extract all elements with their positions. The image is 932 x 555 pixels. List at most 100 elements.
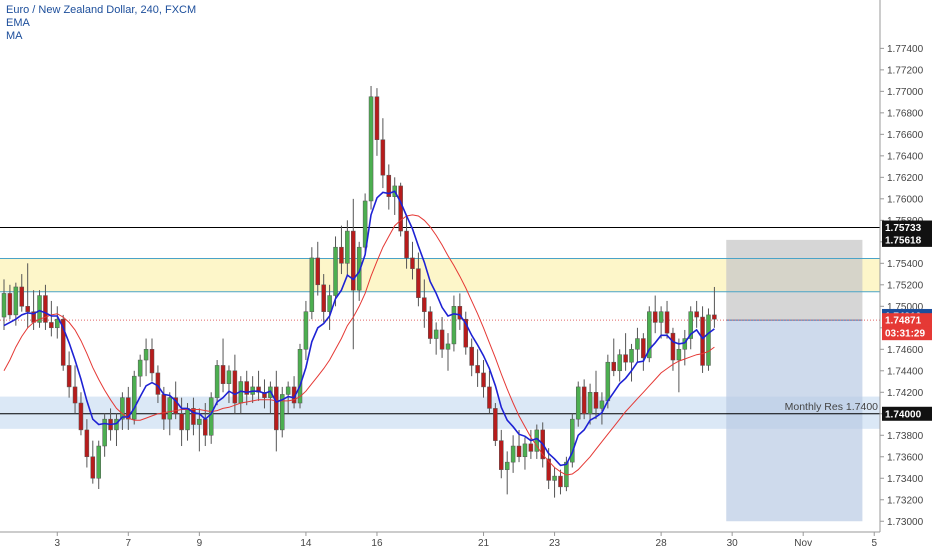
price-tick-label: 1.75000: [887, 302, 924, 313]
candle-body: [179, 413, 184, 431]
price-tick-label: 1.73800: [887, 431, 924, 442]
price-label-text: 1.75618: [885, 235, 922, 246]
candle-body: [55, 318, 60, 329]
candle-body: [315, 257, 321, 286]
candle-body: [303, 311, 309, 350]
time-tick-label: 5: [871, 538, 877, 549]
time-tick-label: 9: [197, 538, 203, 549]
price-tick-label: 1.77400: [887, 44, 924, 55]
price-label-box: [882, 220, 932, 235]
candle-body: [274, 386, 279, 431]
candle-body: [297, 349, 303, 404]
candle-body: [84, 429, 90, 458]
candle-body: [664, 311, 670, 334]
candle-body: [629, 349, 634, 363]
candle-body: [416, 268, 421, 298]
time-tick-label: 3: [54, 538, 60, 549]
candle-body: [161, 394, 167, 420]
candle-body: [658, 311, 664, 323]
candle-body: [380, 139, 386, 176]
price-label-box: [882, 232, 932, 247]
candle-body: [60, 318, 66, 366]
candle-body: [706, 314, 711, 366]
candle-body: [599, 400, 605, 409]
candle-body: [96, 445, 101, 479]
candle-body: [469, 346, 474, 366]
price-label-box: [882, 313, 932, 328]
candle-body: [499, 440, 504, 470]
candle-body: [522, 443, 528, 458]
candle-body: [155, 372, 161, 395]
candle-body: [481, 372, 486, 388]
candle-body: [173, 397, 178, 415]
forecast-stop-zone: [726, 239, 863, 321]
candle-body: [49, 322, 54, 329]
candle-body: [404, 230, 409, 259]
candle-body: [617, 354, 622, 372]
ma-line: [3, 214, 715, 476]
candle-body: [712, 314, 717, 320]
candle-body: [575, 386, 581, 420]
candle-body: [143, 349, 149, 361]
candle-body: [635, 338, 640, 350]
candle-body: [386, 174, 392, 197]
candle-body: [688, 311, 693, 339]
candle-body: [427, 311, 433, 339]
candle-body: [191, 408, 196, 425]
candle-body: [339, 246, 344, 264]
candle-body: [398, 185, 403, 232]
candle-body: [451, 306, 457, 345]
candle-body: [605, 361, 611, 402]
chart-legend: Euro / New Zealand Dollar, 240, FXCM EMA…: [6, 4, 196, 43]
candle-body: [433, 329, 439, 339]
candle-body: [167, 397, 173, 420]
candles-group: [1, 85, 717, 498]
price-label-0: 1.75733: [882, 220, 932, 235]
candle-body: [37, 295, 42, 323]
annotation-monthly-res: Monthly Res 1.7400: [785, 401, 879, 413]
candle-body: [510, 445, 516, 463]
candle-body: [611, 361, 617, 372]
candle-body: [78, 402, 84, 431]
candle-body: [528, 443, 534, 452]
candle-body: [552, 475, 557, 481]
candle-body: [244, 381, 249, 395]
price-label-text: 1.75733: [885, 223, 922, 234]
candle-body: [493, 408, 498, 441]
time-tick-label: 21: [478, 538, 490, 549]
chart-title: Euro / New Zealand Dollar, 240, FXCM: [6, 4, 197, 16]
candle-body: [203, 418, 208, 436]
price-tick-label: 1.73000: [887, 517, 924, 528]
candle-body: [208, 397, 214, 436]
candle-body: [90, 456, 96, 479]
candle-body: [368, 96, 374, 202]
forecast-target-zone: [726, 320, 863, 522]
candle-body: [641, 338, 646, 359]
candle-body: [670, 332, 676, 361]
candle-body: [362, 200, 368, 248]
price-tick-label: 1.73400: [887, 474, 924, 485]
candle-body: [445, 343, 451, 350]
candle-body: [333, 246, 338, 296]
candle-body: [25, 306, 30, 312]
candle-body: [374, 96, 380, 140]
price-label-box: [882, 326, 932, 341]
candle-body: [120, 397, 125, 420]
price-tick-label: 1.73200: [887, 495, 924, 506]
candle-body: [700, 316, 705, 366]
candle-body: [327, 295, 332, 312]
candle-body: [19, 286, 25, 307]
candle-body: [647, 311, 652, 359]
candle-body: [262, 392, 267, 398]
candle-body: [220, 365, 226, 384]
candle-body: [457, 306, 463, 320]
candle-body: [570, 418, 575, 463]
price-tick-label: 1.74600: [887, 345, 924, 356]
price-tick-label: 1.76200: [887, 173, 924, 184]
candle-body: [256, 386, 261, 393]
time-tick-label: 7: [126, 538, 132, 549]
candle-body: [137, 359, 143, 377]
candle-body: [285, 386, 291, 395]
